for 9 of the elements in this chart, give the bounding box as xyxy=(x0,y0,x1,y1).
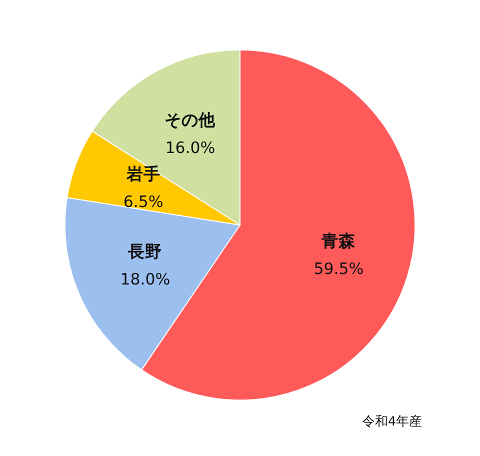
data-label: 59.5% xyxy=(314,259,364,278)
slice-label: その他 xyxy=(164,110,217,130)
data-label: 18.0% xyxy=(120,270,170,289)
slice-label: 岩手 xyxy=(125,164,160,184)
text: 令和4年産 xyxy=(362,414,422,430)
data-label: 6.5% xyxy=(123,192,164,212)
slice-label: 青森 xyxy=(320,230,357,251)
data-label: 16.0% xyxy=(165,138,216,158)
slice-label: 長野 xyxy=(127,241,162,262)
